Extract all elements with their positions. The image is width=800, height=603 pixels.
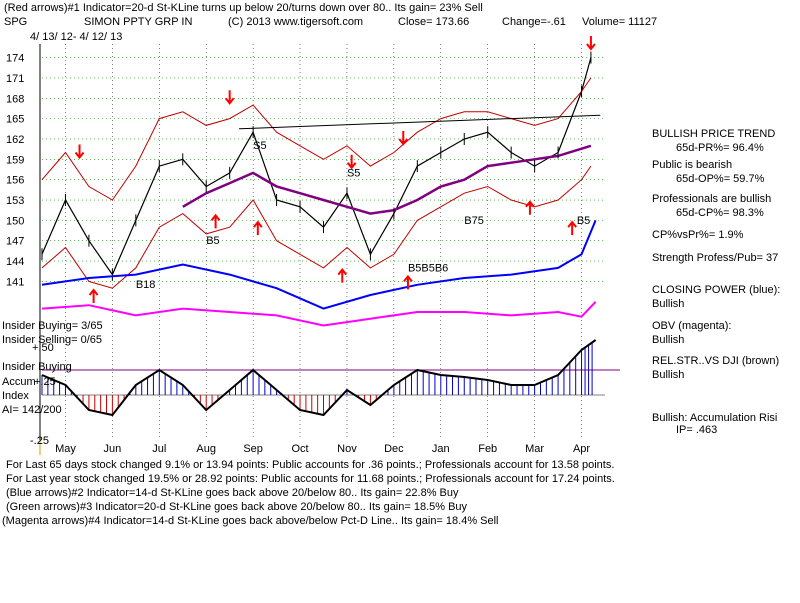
obv-value: Bullish — [652, 334, 685, 346]
date-range: 4/ 13/ 12- 4/ 12/ 13 — [30, 31, 123, 43]
accum-minus25: -.25 — [30, 435, 49, 447]
red-arrow-up — [210, 213, 221, 229]
closing-power-line — [41, 220, 597, 310]
y-tick-label: 162 — [6, 134, 24, 146]
red-arrow-up — [337, 268, 348, 283]
cpvspr-value: CP%vsPr%= 1.9% — [652, 229, 744, 241]
bullish-trend-label: BULLISH PRICE TREND — [652, 128, 776, 140]
header-indicator-line: (Red arrows)#1 Indicator=20-d St-KLine t… — [4, 2, 483, 14]
y-tick-label: 171 — [6, 73, 24, 85]
red-arrow-down — [224, 90, 235, 105]
moving-average-line — [182, 144, 592, 215]
ticker-label: SPG — [4, 16, 28, 28]
signal-annotation: B5 — [206, 235, 219, 247]
y-tick-label: 156 — [6, 175, 24, 187]
close-value: Close= 173.66 — [398, 16, 470, 28]
y-tick-label: 141 — [6, 276, 24, 288]
y-tick-label: 144 — [6, 256, 24, 268]
signal-annotation: B5 — [577, 215, 590, 227]
relstr-label: REL.STR..VS DJI (brown) — [652, 355, 780, 367]
x-tick-label: Apr — [573, 443, 590, 455]
x-tick-label: Oct — [291, 443, 308, 455]
cp-value: 65d-CP%= 98.3% — [676, 207, 764, 219]
x-tick-label: Dec — [384, 443, 404, 455]
footer-line-3: (Blue arrows)#2 Indicator=14-d St-KLine … — [6, 487, 459, 499]
price-line — [41, 57, 592, 276]
volume-value: Volume= 11127 — [582, 16, 658, 28]
upper-band-line — [41, 77, 592, 201]
x-tick-label: Aug — [196, 443, 216, 455]
signal-annotation: B18 — [136, 279, 156, 291]
y-tick-label: 174 — [6, 53, 24, 65]
company-name: SIMON PPTY GRP IN — [84, 16, 193, 28]
accum-plus50: +.50 — [32, 342, 54, 354]
x-tick-label: Jan — [432, 443, 450, 455]
insider-buying-2: Insider Buying — [2, 361, 72, 373]
y-tick-label: 159 — [6, 154, 24, 166]
red-arrow-up — [403, 274, 413, 290]
signal-annotation: S5 — [253, 140, 266, 152]
x-tick-label: May — [55, 443, 76, 455]
ai-value: AI= 142/200 — [2, 404, 62, 416]
signal-annotation: S5 — [347, 167, 360, 179]
relative-strength-line — [41, 339, 597, 417]
strength-value: Strength Profess/Pub= 37 — [652, 252, 779, 264]
red-arrow-up — [88, 288, 99, 303]
footer-line-1: For Last 65 days stock changed 9.1% or 1… — [6, 459, 615, 471]
op-value: 65d-OP%= 59.7% — [676, 173, 765, 185]
closing-power-label: CLOSING POWER (blue): — [652, 284, 781, 296]
x-tick-label: Mar — [525, 443, 544, 455]
y-tick-label: 147 — [6, 236, 24, 248]
y-tick-label: 165 — [6, 114, 24, 126]
obv-line — [41, 301, 597, 327]
x-tick-label: Nov — [337, 443, 357, 455]
x-tick-label: Jul — [152, 443, 166, 455]
red-arrow-down — [74, 144, 85, 160]
red-arrow-down — [346, 154, 357, 170]
signal-annotation: B5B5B6 — [408, 262, 448, 274]
x-tick-label: Feb — [478, 443, 497, 455]
change-value: Change=-.61 — [502, 16, 566, 28]
professionals-label: Professionals are bullish — [652, 193, 772, 205]
lower-band-line — [41, 165, 592, 289]
ip-value: IP= .463 — [676, 424, 718, 436]
accum-plus25: +.25 — [34, 376, 56, 388]
insider-buying: Insider Buying= 3/65 — [2, 320, 103, 332]
closing-power-value: Bullish — [652, 298, 685, 310]
red-arrow-down — [586, 36, 596, 51]
copyright: (C) 2013 www.tigersoft.com — [228, 16, 364, 28]
footer-line-2: For Last year stock changed 19.5% or 28.… — [6, 473, 615, 485]
obv-label: OBV (magenta): — [652, 320, 732, 332]
accum-label: Accum — [2, 376, 36, 388]
y-tick-label: 150 — [6, 215, 24, 227]
red-arrow-up — [525, 200, 535, 215]
relstr-value: Bullish — [652, 369, 685, 381]
signal-annotation: B75 — [464, 215, 484, 227]
footer-line-4: (Green arrows)#3 Indicator=20-d St-KLine… — [6, 501, 468, 513]
footer-line-5: (Magenta arrows)#4 Indicator=14-d St-KLi… — [2, 515, 499, 527]
y-tick-label: 153 — [6, 195, 24, 207]
public-label: Public is bearish — [652, 159, 733, 171]
red-arrow-up — [253, 220, 263, 236]
pr-value: 65d-PR%= 96.4% — [676, 142, 764, 154]
y-tick-label: 168 — [6, 93, 24, 105]
red-arrow-up — [567, 220, 577, 236]
red-arrow-down — [398, 130, 409, 146]
resistance-line — [239, 114, 601, 130]
accum-status: Bullish: Accumulation Risi — [652, 412, 778, 424]
index-label: Index — [2, 390, 29, 402]
x-tick-label: Jun — [104, 443, 122, 455]
x-tick-label: Sep — [243, 443, 263, 455]
insider-selling: Insider Selling= 0/65 — [2, 334, 102, 346]
